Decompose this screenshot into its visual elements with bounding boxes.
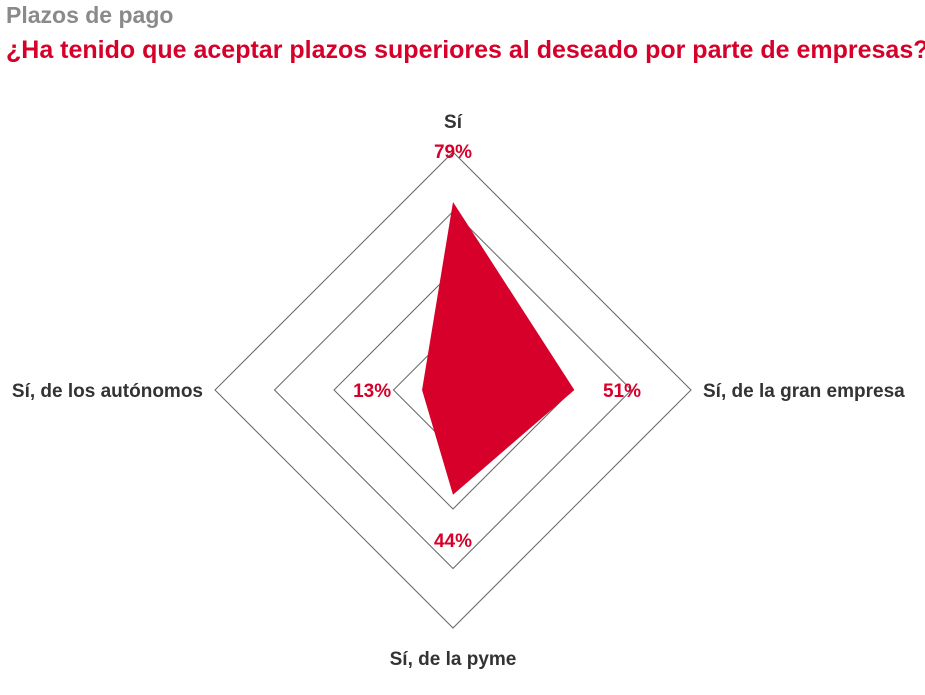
axis-label-3: Sí, de los autónomos (12, 381, 203, 402)
radar-series (422, 201, 575, 495)
axis-label-1: Sí, de la gran empresa (703, 381, 905, 402)
axis-label-0: Sí (444, 112, 463, 133)
chart-supertitle: Plazos de pago (6, 2, 174, 28)
value-label-3: 13% (353, 381, 391, 402)
series-area (422, 201, 575, 495)
grid-ring-75 (273, 210, 633, 570)
radar-labels: Sí Sí, de la gran empresa Sí, de la pyme Sí… (12, 112, 905, 670)
value-label-2: 44% (434, 531, 472, 552)
grid-ring-100 (214, 151, 692, 629)
value-label-0: 79% (434, 142, 472, 163)
axis-label-2: Sí, de la pyme (390, 649, 517, 670)
value-label-1: 51% (603, 381, 641, 402)
chart-title: ¿Ha tenido que aceptar plazos superiores… (6, 36, 925, 64)
